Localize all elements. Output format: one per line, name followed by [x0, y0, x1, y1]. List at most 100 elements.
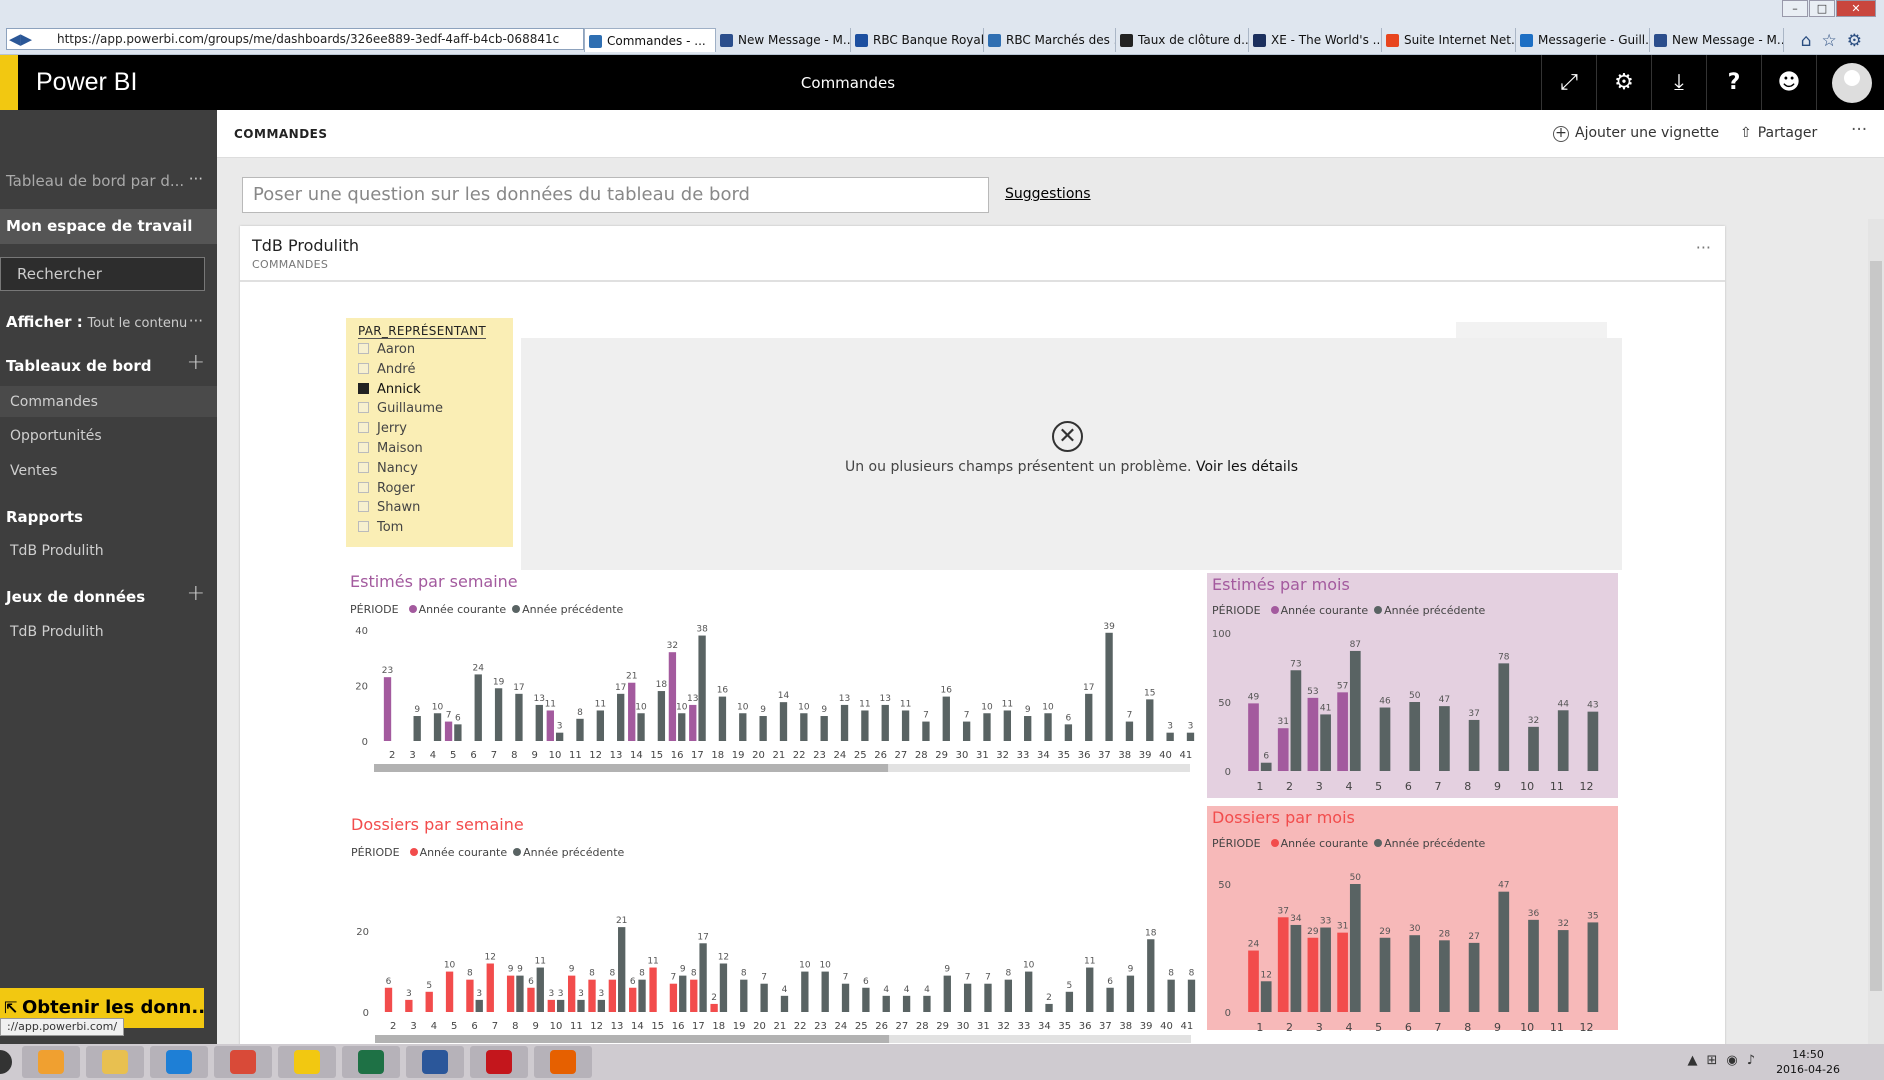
search-input[interactable]: Rechercher: [17, 265, 102, 283]
bar-previous[interactable]: [474, 674, 482, 741]
bar-previous[interactable]: [1186, 732, 1195, 741]
scrollbar-thumb[interactable]: [375, 1035, 890, 1043]
chrome-icon[interactable]: [214, 1046, 272, 1078]
bar-previous[interactable]: [1498, 891, 1510, 1012]
chart-est-mois[interactable]: Estimés par mois PÉRIODE Année courante Ann…: [1207, 573, 1618, 798]
checkbox[interactable]: [358, 382, 369, 394]
bar-previous[interactable]: [718, 696, 727, 741]
chart-dos-semaine[interactable]: Dossiers par semaine PÉRIODE Année courant…: [351, 815, 1199, 1043]
bar-current[interactable]: [1248, 703, 1259, 771]
bar-previous[interactable]: [1106, 987, 1114, 1012]
bar-current[interactable]: [405, 999, 413, 1012]
bar-previous[interactable]: [1349, 884, 1361, 1012]
bar-current[interactable]: [425, 991, 433, 1012]
bar-previous[interactable]: [963, 983, 972, 1012]
bar-current[interactable]: [546, 710, 554, 741]
bar-previous[interactable]: [862, 987, 870, 1012]
browser-tab[interactable]: Commandes - ...: [584, 28, 716, 52]
scrollbar-thumb[interactable]: [374, 764, 889, 772]
sidebar-dashboard-name[interactable]: Tableau de bord par d...: [6, 172, 185, 190]
legend-current[interactable]: Année courante: [1280, 837, 1369, 850]
legend-previous[interactable]: Année précédente: [523, 846, 625, 859]
add-tile-button[interactable]: + Ajouter une vignette: [1553, 125, 1719, 142]
bar-previous[interactable]: [1024, 716, 1032, 741]
browser-tab[interactable]: Messagerie - Guill...: [1516, 28, 1650, 52]
bar-previous[interactable]: [1105, 632, 1113, 741]
legend-previous[interactable]: Année précédente: [1384, 604, 1486, 617]
bar-current[interactable]: [628, 682, 636, 741]
bar-previous[interactable]: [922, 721, 930, 741]
bar-current[interactable]: [629, 987, 637, 1012]
bar-current[interactable]: [445, 971, 454, 1012]
bar-previous[interactable]: [1557, 930, 1569, 1012]
bar-previous[interactable]: [1290, 670, 1302, 771]
bar-previous[interactable]: [1498, 663, 1510, 771]
legend-previous[interactable]: Année précédente: [522, 603, 624, 616]
bar-previous[interactable]: [962, 721, 971, 741]
scrollbar-thumb[interactable]: [1870, 261, 1882, 991]
bar-previous[interactable]: [1064, 724, 1073, 741]
outlook-icon[interactable]: [22, 1046, 80, 1078]
bar-previous[interactable]: [841, 983, 850, 1012]
bar-previous[interactable]: [943, 975, 951, 1012]
bar-previous[interactable]: [1025, 971, 1033, 1012]
bar-previous[interactable]: [983, 713, 991, 741]
back-forward-icon[interactable]: ◀▶: [9, 30, 33, 48]
bar-previous[interactable]: [516, 975, 524, 1012]
checkbox[interactable]: [358, 422, 369, 434]
browser-tab[interactable]: New Message - M...: [716, 28, 851, 52]
bar-previous[interactable]: [1187, 979, 1196, 1012]
bar-current[interactable]: [668, 652, 677, 741]
slicer-item[interactable]: Roger: [358, 481, 415, 496]
more-icon[interactable]: ···: [1695, 238, 1711, 257]
network-icon[interactable]: ◉: [1726, 1053, 1747, 1068]
sidebar-search[interactable]: Rechercher: [0, 257, 205, 291]
gear-icon[interactable]: ⚙: [1596, 55, 1651, 110]
browser-tab[interactable]: Suite Internet Net...: [1382, 28, 1516, 52]
bar-previous[interactable]: [1349, 650, 1361, 771]
bar-previous[interactable]: [739, 713, 747, 741]
checkbox[interactable]: [358, 461, 369, 473]
bar-previous[interactable]: [597, 999, 606, 1012]
bar-previous[interactable]: [678, 713, 686, 741]
qa-input[interactable]: Poser une question sur les données du ta…: [242, 177, 989, 213]
bar-current[interactable]: [1337, 932, 1348, 1012]
bar-previous[interactable]: [984, 983, 992, 1012]
bar-previous[interactable]: [1086, 967, 1094, 1012]
bar-current[interactable]: [506, 975, 515, 1012]
bar-previous[interactable]: [902, 995, 911, 1012]
bar-current[interactable]: [710, 1003, 718, 1012]
bar-previous[interactable]: [1167, 979, 1175, 1012]
bar-previous[interactable]: [1260, 981, 1272, 1012]
sidebar-item-dataset[interactable]: TdB Produlith: [10, 624, 104, 640]
acrobat-icon[interactable]: [470, 1046, 528, 1078]
bar-current[interactable]: [689, 704, 697, 741]
bar-current[interactable]: [383, 677, 392, 741]
start-button[interactable]: [0, 1050, 12, 1074]
bar-current[interactable]: [690, 979, 698, 1012]
bar-previous[interactable]: [1409, 935, 1421, 1012]
bar-previous[interactable]: [618, 927, 626, 1012]
slicer-item[interactable]: Annick: [358, 382, 421, 397]
browser-tab[interactable]: RBC Banque Royale: [851, 28, 984, 52]
checkbox[interactable]: [358, 501, 369, 513]
maximize-button[interactable]: □: [1809, 0, 1835, 17]
bar-previous[interactable]: [1439, 940, 1450, 1012]
browser-tab[interactable]: New Message - M...: [1650, 28, 1784, 52]
bar-previous[interactable]: [760, 983, 768, 1012]
bar-previous[interactable]: [1045, 1003, 1053, 1012]
bar-previous[interactable]: [556, 999, 565, 1012]
bar-current[interactable]: [1248, 950, 1259, 1012]
bar-previous[interactable]: [1468, 719, 1480, 771]
checkbox[interactable]: [358, 362, 369, 374]
slicer-item[interactable]: André: [358, 362, 415, 377]
bar-previous[interactable]: [1044, 713, 1052, 741]
sidebar-workspace[interactable]: Mon espace de travail: [0, 209, 217, 244]
sidebar-item-ventes[interactable]: Ventes: [10, 463, 58, 479]
bar-previous[interactable]: [780, 995, 789, 1012]
legend-current[interactable]: Année courante: [419, 846, 508, 859]
bar-previous[interactable]: [413, 716, 421, 741]
bar-previous[interactable]: [1065, 991, 1074, 1012]
slicer-item[interactable]: Tom: [358, 520, 403, 535]
chart-est-semaine[interactable]: Estimés par semaine PÉRIODE Année courante…: [350, 572, 1198, 802]
